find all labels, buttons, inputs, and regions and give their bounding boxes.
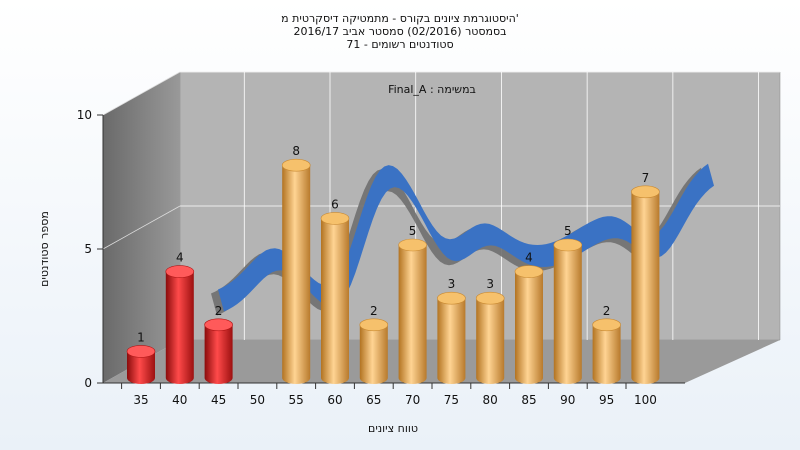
- bar: 1: [126, 330, 156, 384]
- bar-body: [398, 245, 427, 384]
- bar-cap: [359, 318, 389, 332]
- data-label: 5: [409, 224, 417, 238]
- x-tick-label: 65: [366, 393, 381, 407]
- x-axis-label: טווח ציונים: [368, 422, 418, 435]
- bar-body: [631, 191, 660, 384]
- x-tick-label: 60: [327, 393, 342, 407]
- bar-cap: [437, 291, 466, 305]
- x-tick-label: 40: [172, 393, 187, 407]
- bar-cap: [320, 212, 350, 225]
- bar: 5: [553, 224, 583, 384]
- bar-cap: [631, 185, 660, 199]
- bar-body: [282, 165, 311, 384]
- bar-cap: [398, 238, 427, 252]
- bar-body: [553, 245, 582, 384]
- x-tick-label: 50: [250, 393, 265, 407]
- bar-cap: [592, 318, 621, 332]
- data-label: 4: [525, 251, 533, 265]
- bar-body: [476, 298, 505, 384]
- chart-title-line2: בסמסטר (02/2016) סמסטר אביב 2016/17: [293, 25, 506, 38]
- x-tick-label: 35: [133, 393, 148, 407]
- bar: 8: [281, 144, 311, 384]
- x-tick-label: 45: [211, 393, 226, 407]
- x-tick-label: 85: [521, 393, 536, 407]
- x-tick-label: 95: [599, 393, 614, 407]
- data-label: 4: [176, 251, 184, 265]
- data-label: 8: [292, 144, 300, 158]
- bar-cap: [553, 238, 583, 252]
- bars: 1 4 2 8 6 2 5 3 3 4 5 2 7: [126, 144, 660, 384]
- bar-cap: [281, 158, 311, 172]
- data-label: 2: [370, 304, 378, 318]
- bar-body: [127, 351, 155, 384]
- bar: 4: [165, 251, 195, 384]
- bar: 2: [592, 304, 621, 384]
- data-label: 3: [448, 277, 456, 291]
- bar: 3: [437, 277, 466, 384]
- y-tick-label: 0: [84, 376, 92, 390]
- bar: 2: [204, 304, 233, 384]
- y-axis-label: מספר סטודנטים: [38, 211, 51, 287]
- x-tick-label: 70: [405, 393, 420, 407]
- bar-body: [321, 218, 349, 384]
- chart-title-line3: סטודנטים רשומים - 71: [346, 38, 453, 51]
- chart-title-line1: היסטוגרמת ציונים בקורס - מתמטיקה דיסקרטי…: [281, 12, 519, 25]
- x-ticks: 35 40 45 50 55 60 65 70 75 80 85 90 95 100: [121, 383, 657, 407]
- data-label: 2: [603, 304, 611, 318]
- bar-body: [359, 324, 388, 384]
- bar-body: [437, 298, 466, 384]
- bar: 6: [320, 197, 350, 384]
- y-ticks: 0 5 10: [77, 108, 103, 390]
- y-tick-label: 10: [77, 108, 92, 122]
- gridline-y-side: [102, 71, 181, 116]
- bar-cap: [475, 291, 505, 305]
- bar: 3: [475, 277, 505, 384]
- x-tick-label: 55: [289, 393, 304, 407]
- bar: 5: [398, 224, 427, 384]
- data-label: 2: [215, 304, 223, 318]
- bar-body: [204, 324, 233, 384]
- data-label: 3: [486, 277, 494, 291]
- data-label: 5: [564, 224, 572, 238]
- bar-cap: [204, 318, 233, 332]
- x-tick-label: 90: [560, 393, 575, 407]
- bar-cap: [514, 265, 544, 278]
- bar-body: [592, 324, 621, 384]
- x-tick-label: 75: [444, 393, 459, 407]
- bar-cap: [165, 265, 195, 278]
- x-tick-label: 80: [483, 393, 498, 407]
- data-label: 6: [331, 197, 339, 211]
- data-label: 1: [137, 330, 145, 344]
- bar: 4: [514, 251, 544, 384]
- bar-cap: [126, 345, 156, 358]
- bar: 2: [359, 304, 389, 384]
- bar-body: [165, 271, 194, 384]
- y-tick-label: 5: [84, 242, 92, 256]
- bar: 7: [631, 171, 660, 384]
- x-tick-label: 100: [634, 393, 657, 407]
- gridline-y-side: [102, 205, 181, 250]
- chart-subtitle: Final_A : במשימה: [388, 83, 476, 96]
- bar-body: [515, 271, 543, 384]
- data-label: 7: [642, 171, 650, 185]
